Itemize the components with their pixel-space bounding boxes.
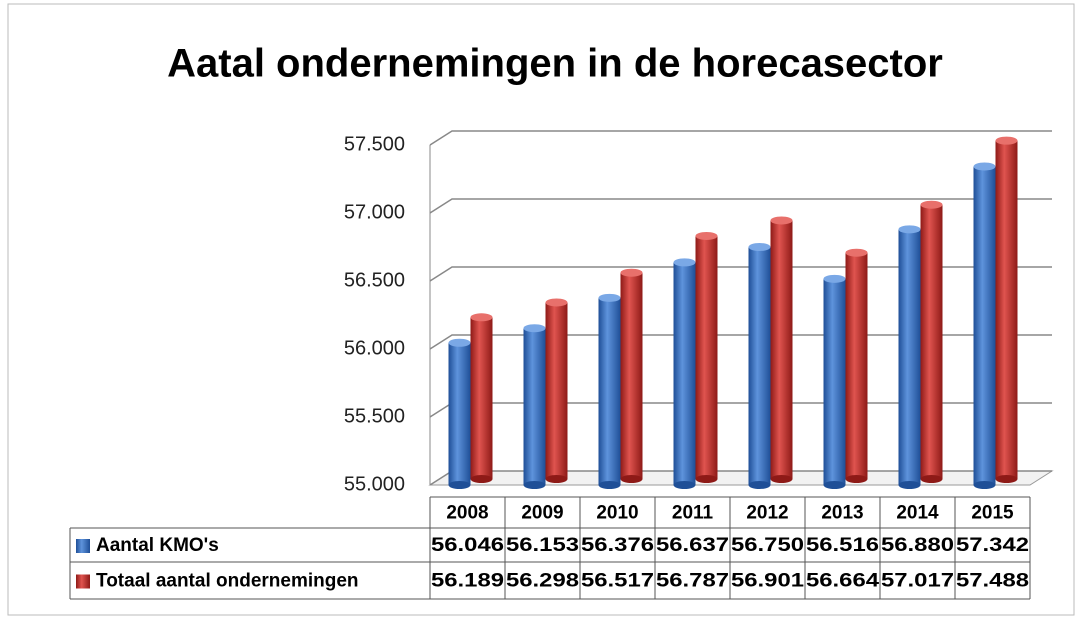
data-label: 56.298 bbox=[506, 571, 579, 592]
data-label: 56.750 bbox=[731, 535, 804, 556]
x-tick-label: 2013 bbox=[821, 503, 863, 524]
bar-base bbox=[748, 481, 771, 489]
bar-cap bbox=[823, 274, 846, 283]
bar bbox=[470, 317, 493, 479]
x-tick-label: 2010 bbox=[596, 503, 638, 524]
bar bbox=[823, 278, 846, 485]
bar-base bbox=[995, 475, 1018, 483]
bar-base bbox=[545, 475, 568, 483]
data-label: 56.901 bbox=[731, 571, 805, 592]
x-tick-label: 2015 bbox=[971, 503, 1014, 524]
bar-cap bbox=[695, 231, 718, 240]
data-label: 56.516 bbox=[806, 535, 879, 556]
bar-cap bbox=[470, 313, 493, 322]
legend-label: Totaal aantal ondernemingen bbox=[96, 571, 359, 592]
grid-line bbox=[429, 130, 1052, 146]
bar-base bbox=[523, 481, 546, 489]
bar-cap bbox=[770, 216, 793, 225]
y-tick-label: 55.000 bbox=[344, 473, 405, 495]
bar-base bbox=[898, 481, 921, 489]
x-tick-label: 2014 bbox=[896, 503, 939, 524]
data-label: 57.342 bbox=[956, 535, 1029, 556]
bar-cap bbox=[748, 243, 771, 251]
floor bbox=[428, 470, 1054, 486]
x-tick-label: 2012 bbox=[746, 503, 788, 524]
bar-cap bbox=[598, 293, 621, 302]
y-tick-label: 57.500 bbox=[344, 133, 405, 155]
data-label: 56.153 bbox=[506, 535, 579, 556]
bar bbox=[995, 140, 1018, 479]
bar-base bbox=[448, 481, 471, 489]
y-tick-label: 56.500 bbox=[344, 269, 405, 291]
bar bbox=[898, 229, 921, 485]
data-label: 57.017 bbox=[881, 571, 954, 592]
bar-base bbox=[973, 481, 996, 489]
bar bbox=[523, 328, 546, 485]
bar-base bbox=[598, 481, 621, 489]
data-label: 56.517 bbox=[581, 571, 654, 592]
grid-line bbox=[429, 198, 1052, 214]
bar bbox=[673, 262, 696, 485]
legend-swatch bbox=[76, 539, 90, 553]
bar-cap bbox=[620, 268, 643, 277]
bar bbox=[920, 204, 943, 480]
bar-cap bbox=[673, 258, 696, 267]
bar bbox=[448, 342, 471, 485]
bar-base bbox=[620, 475, 643, 483]
bar bbox=[770, 220, 793, 480]
bar-base bbox=[673, 481, 696, 489]
bar-cap bbox=[448, 338, 471, 347]
bar-base bbox=[770, 475, 793, 483]
bar bbox=[973, 166, 996, 485]
data-label: 56.880 bbox=[881, 535, 954, 556]
chart-title: Aatal ondernemingen in de horecasector bbox=[167, 42, 943, 86]
bar-base bbox=[920, 475, 943, 483]
bar-cap bbox=[995, 136, 1018, 145]
bar-cap bbox=[898, 225, 921, 234]
bar-cap bbox=[545, 298, 568, 307]
y-tick-label: 56.000 bbox=[344, 337, 405, 359]
bar-base bbox=[695, 475, 718, 483]
data-label: 56.376 bbox=[581, 535, 654, 556]
legend-swatch bbox=[76, 574, 90, 589]
data-label: 56.664 bbox=[806, 571, 880, 592]
x-tick-label: 2009 bbox=[521, 503, 563, 524]
x-tick-label: 2011 bbox=[672, 503, 714, 524]
bar-base bbox=[823, 481, 846, 489]
x-tick-label: 2008 bbox=[446, 503, 488, 524]
y-tick-label: 55.500 bbox=[344, 405, 405, 427]
data-label: 57.488 bbox=[956, 571, 1029, 592]
bar bbox=[845, 252, 868, 479]
bar bbox=[545, 302, 568, 479]
bar bbox=[620, 272, 643, 479]
data-label: 56.637 bbox=[656, 535, 729, 556]
bar-cap bbox=[845, 248, 868, 257]
bar-base bbox=[845, 475, 868, 483]
data-label: 56.189 bbox=[431, 571, 504, 592]
data-label: 56.046 bbox=[431, 535, 504, 556]
bar-cap bbox=[920, 200, 943, 209]
bar-cap bbox=[523, 324, 546, 333]
data-label: 56.787 bbox=[656, 571, 729, 592]
y-tick-label: 57.000 bbox=[344, 201, 405, 223]
bar bbox=[695, 235, 718, 479]
bar bbox=[598, 297, 621, 485]
legend-label: Aantal KMO's bbox=[96, 535, 219, 556]
bar-cap bbox=[973, 162, 996, 171]
bar bbox=[748, 247, 771, 485]
chart-border bbox=[7, 3, 1075, 616]
bar-base bbox=[470, 475, 493, 483]
